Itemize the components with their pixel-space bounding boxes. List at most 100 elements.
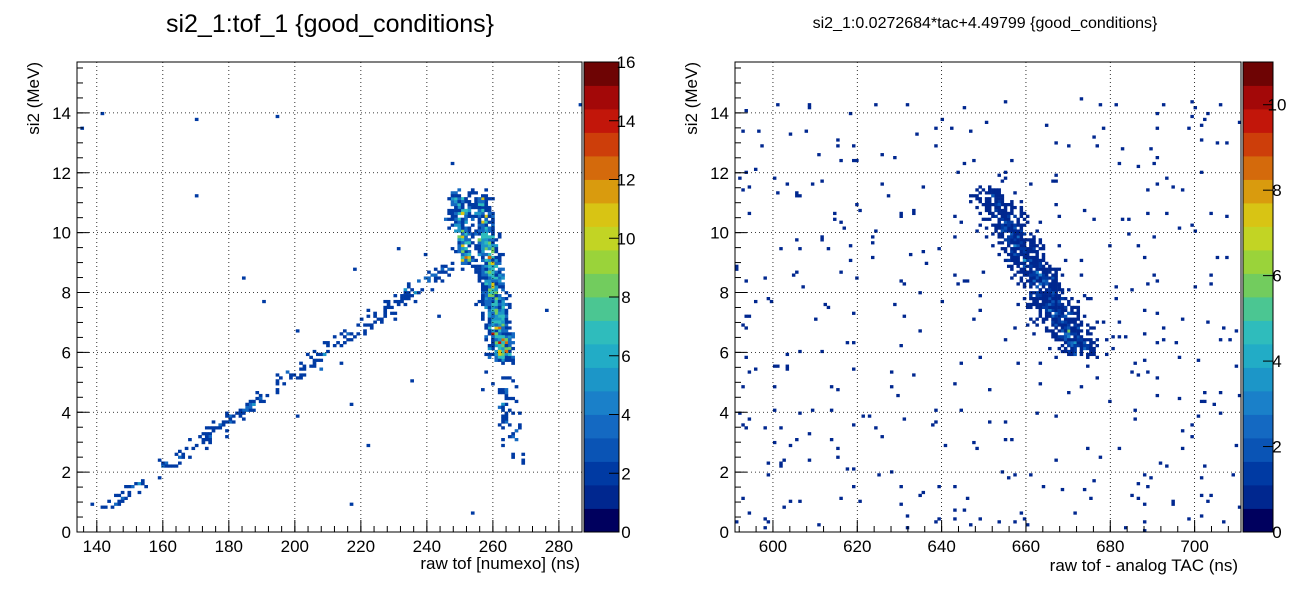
heatmap-cell (417, 291, 421, 295)
heatmap-cell (487, 320, 492, 324)
heatmap-cell (501, 335, 505, 339)
heatmap-cell (1067, 338, 1071, 342)
color-scale-swatch (584, 438, 619, 462)
heatmap-cell (450, 214, 455, 218)
heatmap-cell (1003, 338, 1008, 342)
heatmap-cell (484, 238, 489, 242)
heatmap-cell (852, 341, 856, 345)
heatmap-cell (504, 402, 509, 406)
heatmap-cell (504, 344, 509, 348)
heatmap-cell (1006, 264, 1011, 268)
heatmap-cell (772, 364, 777, 368)
heatmap-cell (1006, 241, 1011, 245)
heatmap-cell (481, 238, 485, 242)
heatmap-cell (921, 490, 926, 495)
heatmap-cell (501, 323, 505, 327)
heatmap-cell (511, 455, 515, 459)
heatmap-cell (801, 285, 805, 289)
heatmap-cell (258, 393, 263, 398)
heatmap-cell (1063, 258, 1068, 263)
heatmap-cell (1218, 411, 1223, 415)
heatmap-cell (852, 485, 856, 489)
heatmap-cell (339, 361, 344, 365)
heatmap-cell (988, 208, 992, 213)
heatmap-cell (383, 308, 388, 312)
heatmap-cell (1060, 349, 1065, 354)
heatmap-cell (316, 352, 320, 357)
heatmap-cell (1057, 267, 1062, 271)
heatmap-cell (823, 302, 828, 307)
heatmap-cell (1010, 226, 1014, 230)
heatmap-cell (504, 320, 509, 324)
color-scale-swatch (584, 109, 619, 133)
heatmap-cell (494, 332, 499, 336)
heatmap-cell (474, 267, 478, 271)
heatmap-cell (1003, 170, 1008, 174)
heatmap-cell (494, 349, 499, 354)
heatmap-cell (481, 203, 485, 207)
heatmap-cell (477, 270, 482, 274)
heatmap-cell (491, 335, 495, 339)
heatmap-cell (1108, 399, 1112, 404)
heatmap-cell (265, 393, 270, 398)
heatmap-cell (807, 432, 812, 436)
heatmap-cell (1177, 226, 1182, 230)
heatmap-cell (275, 388, 280, 392)
heatmap-cell (201, 438, 206, 442)
heatmap-cell (497, 285, 502, 289)
heatmap-cell (312, 358, 317, 362)
heatmap-cell (874, 103, 878, 107)
heatmap-cell (1209, 282, 1213, 286)
heatmap-cell (440, 264, 445, 268)
heatmap-cell (934, 520, 938, 524)
heatmap-cell (430, 273, 435, 277)
heatmap-cell (880, 182, 884, 186)
color-scale-swatch (584, 297, 619, 321)
heatmap-cell (1010, 264, 1014, 268)
heatmap-cell (481, 211, 485, 216)
heatmap-cell (487, 238, 492, 242)
heatmap-cell (511, 432, 515, 436)
heatmap-cell (1044, 297, 1049, 301)
heatmap-cell (997, 226, 1001, 230)
heatmap-cell (491, 270, 495, 274)
heatmap-cell (457, 226, 462, 230)
heatmap-cell (1025, 255, 1030, 260)
heatmap-cell (477, 276, 482, 280)
heatmap-cell (423, 252, 428, 257)
heatmap-cell (504, 355, 509, 359)
left-x-axis: 140 160 180 200 220 240 260 280 (83, 520, 573, 556)
heatmap-cell (497, 267, 502, 271)
heatmap-cell (744, 109, 748, 113)
heatmap-cell (484, 226, 489, 230)
heatmap-cell (988, 211, 992, 216)
heatmap-cell (791, 273, 796, 277)
heatmap-cell (1000, 197, 1005, 201)
heatmap-cell (504, 391, 509, 395)
heatmap-cell (110, 505, 115, 509)
heatmap-cell (991, 232, 995, 236)
color-scale-swatch (584, 344, 619, 368)
heatmap-cell (474, 264, 478, 268)
heatmap-cell (501, 361, 505, 365)
heatmap-cell (295, 376, 300, 380)
heatmap-cell (1029, 250, 1033, 254)
heatmap-cell (1070, 326, 1074, 330)
heatmap-cell (984, 203, 989, 207)
heatmap-cell (494, 335, 499, 339)
heatmap-cell (950, 126, 954, 130)
heatmap-cell (467, 250, 472, 254)
heatmap-cell (457, 208, 462, 213)
heatmap-cell (484, 223, 489, 227)
heatmap-cell (501, 332, 505, 336)
heatmap-cell (1070, 329, 1074, 333)
heatmap-cell (494, 302, 499, 307)
heatmap-cell (1006, 235, 1011, 239)
heatmap-cell (1044, 273, 1049, 277)
heatmap-cell (1117, 161, 1122, 166)
heatmap-cell (467, 194, 472, 198)
heatmap-cell (997, 208, 1001, 213)
color-scale-tick-label: 4 (621, 406, 630, 425)
heatmap-cell (1035, 229, 1039, 233)
heatmap-cell (501, 273, 505, 277)
